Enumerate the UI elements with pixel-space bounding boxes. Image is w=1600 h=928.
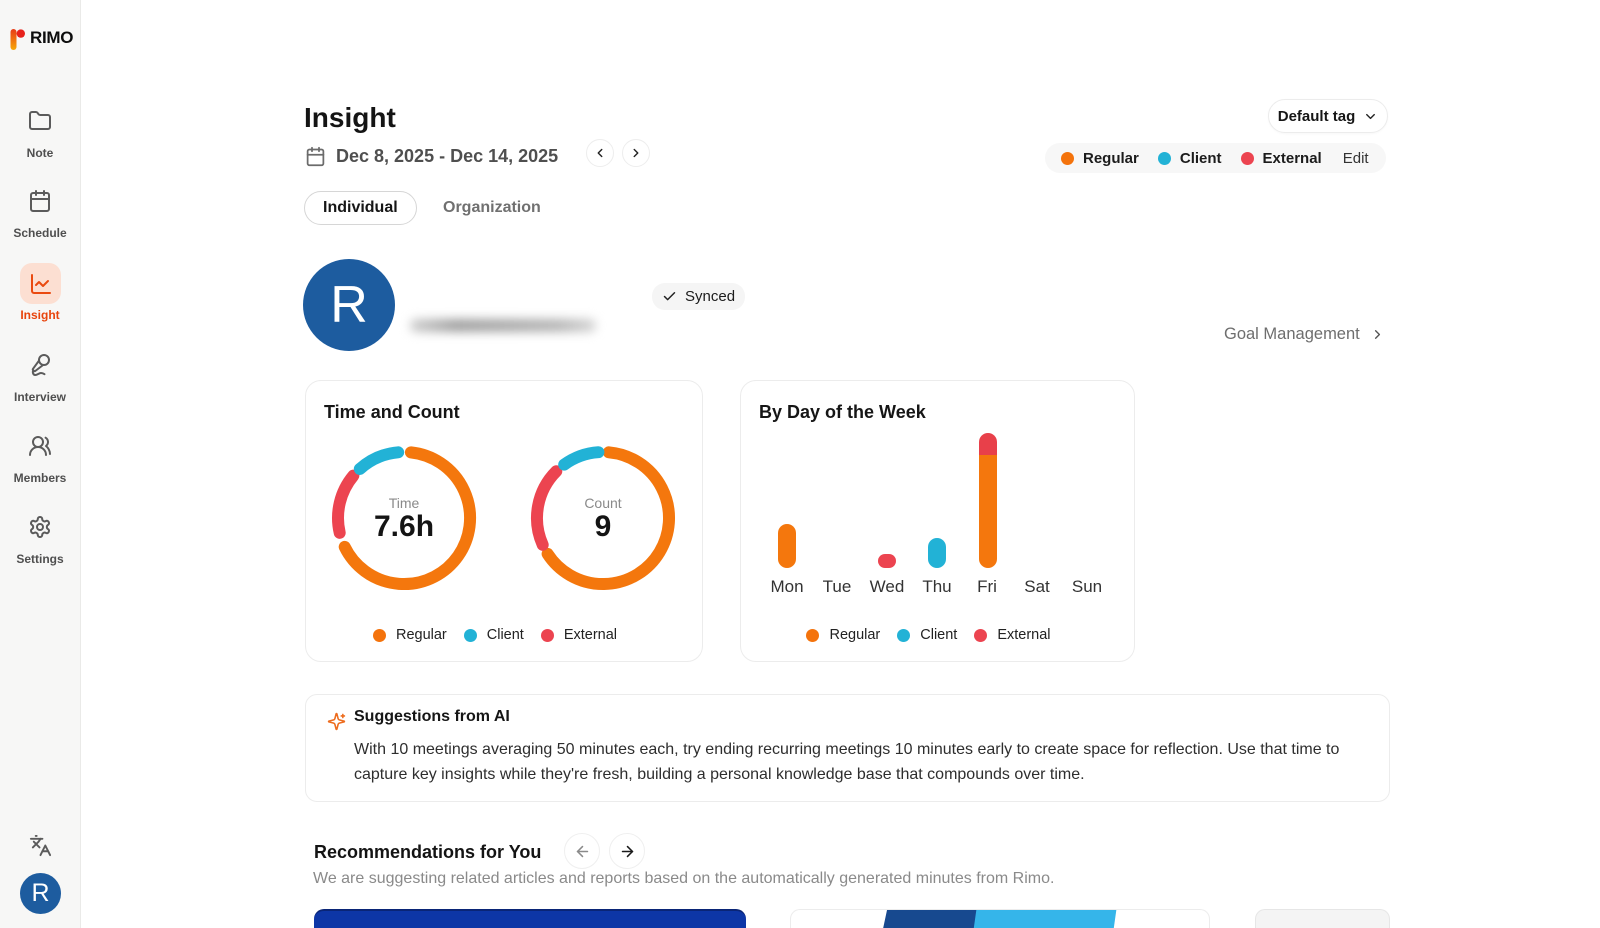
svg-text:9: 9 (595, 510, 612, 543)
svg-text:7.6h: 7.6h (374, 510, 434, 543)
svg-text:Time: Time (389, 495, 420, 511)
svg-text:Count: Count (584, 495, 621, 511)
